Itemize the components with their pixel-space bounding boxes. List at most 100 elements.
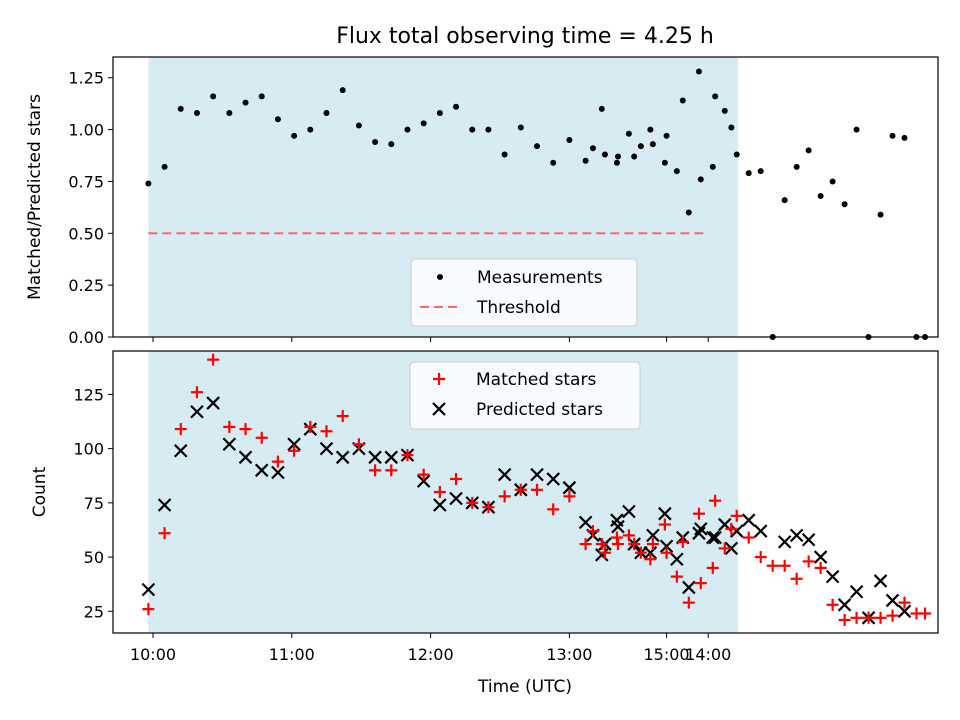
measurement-point [307, 126, 314, 133]
measurement-point [517, 124, 524, 131]
predicted-marker [335, 450, 350, 465]
matched-marker [433, 486, 446, 498]
matched-marker [142, 603, 155, 616]
matched-marker [682, 596, 695, 609]
count-legend: Matched stars Predicted stars [409, 361, 641, 430]
matched-marker [466, 496, 479, 509]
count-plot-frame [112, 350, 939, 634]
ratio-x-ticks [152, 337, 709, 342]
measurement-point [721, 107, 728, 114]
matched-marker [598, 546, 611, 559]
matched-marker [676, 535, 689, 548]
measurement-point [685, 209, 692, 216]
matched-marker [369, 464, 382, 477]
count-y-tick-label: 125 [73, 385, 104, 404]
measurement-point [210, 93, 217, 100]
count-x-tick-label: 12:00 [408, 645, 454, 664]
matched-marker [288, 444, 301, 457]
measurement-point [323, 110, 330, 116]
measurement-point [372, 139, 379, 146]
matched-marker [658, 518, 671, 531]
matched-marker [417, 468, 430, 481]
matched-marker [579, 538, 592, 551]
matched-marker [644, 553, 657, 566]
matched-marker [790, 572, 803, 585]
predicted-marker [682, 580, 696, 595]
measurement-point [841, 201, 848, 208]
legend-plus [433, 373, 445, 385]
x-axis-label: Time (UTC) [477, 677, 572, 697]
measurement-point [258, 93, 265, 100]
predicted-marker [384, 450, 399, 465]
count-panel: 25 50 75 100 125 10:00 11:00 12:00 13:00 14:0015… [30, 350, 939, 697]
matched-marker [174, 423, 187, 436]
predicted-marker [173, 444, 188, 458]
matched-marker [190, 386, 203, 399]
matched-marker [563, 490, 576, 503]
count-x-tick-label: 11:00 [269, 645, 315, 664]
predicted-marker [222, 437, 237, 452]
matched-marker [862, 611, 875, 624]
measurement-point [745, 170, 752, 177]
measurement-point [453, 103, 460, 110]
predicted-marker [433, 498, 447, 512]
predicted-marker [837, 598, 852, 612]
measurement-point [781, 197, 788, 204]
measurement-point [193, 110, 200, 116]
predicted-marker [578, 515, 593, 530]
measurement-point [145, 180, 152, 187]
predicted-marker [885, 593, 900, 608]
count-points [141, 353, 932, 626]
predicted-marker [825, 569, 840, 584]
matched-marker [706, 561, 719, 574]
predicted-marker [646, 528, 660, 543]
predicted-marker [416, 474, 431, 488]
predicted-marker [238, 450, 253, 465]
predicted-marker [801, 532, 816, 547]
matched-marker [320, 425, 333, 438]
ratio-panel: 0.00 0.25 0.50 0.75 1.00 1.25 Matched/Predict… [25, 56, 939, 347]
count-x-tick-label: 13:00 [546, 645, 592, 664]
measurement-point [853, 126, 860, 133]
ratio-legend: Measurements Threshold [410, 258, 638, 327]
predicted-marker [287, 437, 301, 452]
legend-matched-label: Matched stars [476, 370, 596, 390]
ratio-y-tick-label: 0.25 [68, 276, 104, 295]
predicted-marker [319, 441, 334, 456]
measurement-point [877, 211, 884, 218]
matched-marker [255, 431, 268, 444]
measurement-point [829, 178, 836, 185]
measurement-point [673, 168, 680, 175]
measurement-point [534, 143, 541, 150]
matched-marker [352, 438, 365, 451]
ratio-y-tick-label: 0.00 [68, 328, 104, 347]
matched-marker [498, 490, 511, 503]
chart-title: Flux total observing time = 4.25 h [336, 24, 714, 49]
measurement-point [469, 126, 476, 133]
predicted-marker [813, 550, 828, 564]
matched-marker [482, 501, 495, 514]
matched-marker [730, 509, 743, 522]
matched-marker [838, 613, 851, 626]
ratio-y-tick-label: 0.75 [68, 172, 104, 191]
predicted-marker [190, 404, 204, 419]
legend-measurements-label: Measurements [477, 268, 603, 288]
matched-marker [514, 483, 527, 496]
count-y-tick-label: 50 [84, 548, 104, 567]
measurement-point [226, 110, 233, 116]
matched-marker [919, 607, 932, 620]
measurement-point [274, 116, 281, 123]
matched-marker [725, 522, 738, 535]
matched-marker [336, 410, 349, 423]
measurement-point [291, 132, 298, 139]
predicted-marker [659, 539, 674, 554]
matched-marker [304, 420, 317, 433]
predicted-marker [141, 582, 156, 597]
ratio-plot-frame [112, 56, 939, 338]
matched-marker [692, 507, 705, 520]
predicted-marker [530, 467, 544, 482]
measurement-point [339, 87, 346, 94]
measurement-point [793, 163, 800, 170]
matched-marker [401, 449, 414, 462]
measurement-point [697, 176, 704, 183]
